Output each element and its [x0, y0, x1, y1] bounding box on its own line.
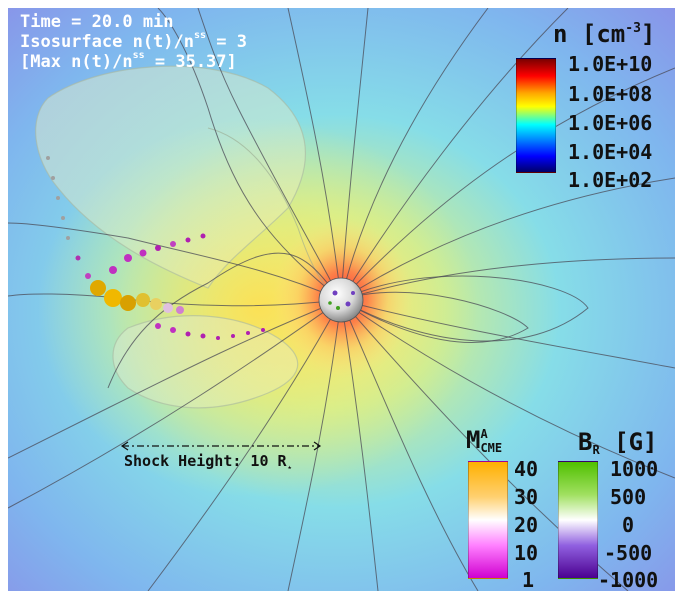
mach-tick: 10: [514, 541, 539, 565]
br-tick: -1000: [598, 568, 659, 591]
shock-particles-upper: [46, 156, 206, 314]
br-tick: -500: [604, 541, 653, 565]
star: [318, 277, 364, 323]
density-tick: 1.0E+10: [568, 52, 653, 76]
simulation-info: Time = 20.0 min Isosurface n(t)/nss = 3 …: [20, 14, 247, 74]
isosurface-readout: Isosurface n(t)/nss = 3: [20, 30, 247, 52]
cme-isosurface: [35, 65, 329, 409]
density-tick: 1.0E+08: [568, 82, 653, 106]
max-density-readout: [Max n(t)/nss = 35.37]: [20, 50, 237, 72]
density-colorbar-title: n [cm-3]: [553, 20, 656, 48]
density-colorbar: [516, 58, 556, 173]
br-tick: 0: [622, 513, 635, 537]
br-tick: 1000: [610, 457, 659, 481]
shock-height-label: Shock Height: 10 R⋆: [124, 452, 293, 474]
time-readout: Time = 20.0 min: [20, 12, 174, 32]
field-lines: [8, 8, 675, 591]
density-tick: 1.0E+04: [568, 140, 653, 164]
mach-colorbar: [468, 461, 508, 579]
mach-tick: 1: [522, 568, 535, 591]
br-tick: 500: [610, 485, 647, 509]
density-tick: 1.0E+06: [568, 111, 653, 135]
mach-colorbar-title: M A CME: [466, 426, 503, 455]
simulation-svg: [8, 8, 675, 591]
shock-particles-lower: [155, 323, 265, 340]
mach-tick: 40: [514, 457, 539, 481]
density-tick: 1.0E+02: [568, 168, 653, 192]
simulation-render: [8, 8, 675, 591]
br-colorbar-title: BR [G]: [578, 428, 658, 457]
mach-tick: 20: [514, 513, 539, 537]
scale-bar: [120, 441, 322, 451]
br-colorbar: [558, 461, 598, 579]
mach-tick: 30: [514, 485, 539, 509]
